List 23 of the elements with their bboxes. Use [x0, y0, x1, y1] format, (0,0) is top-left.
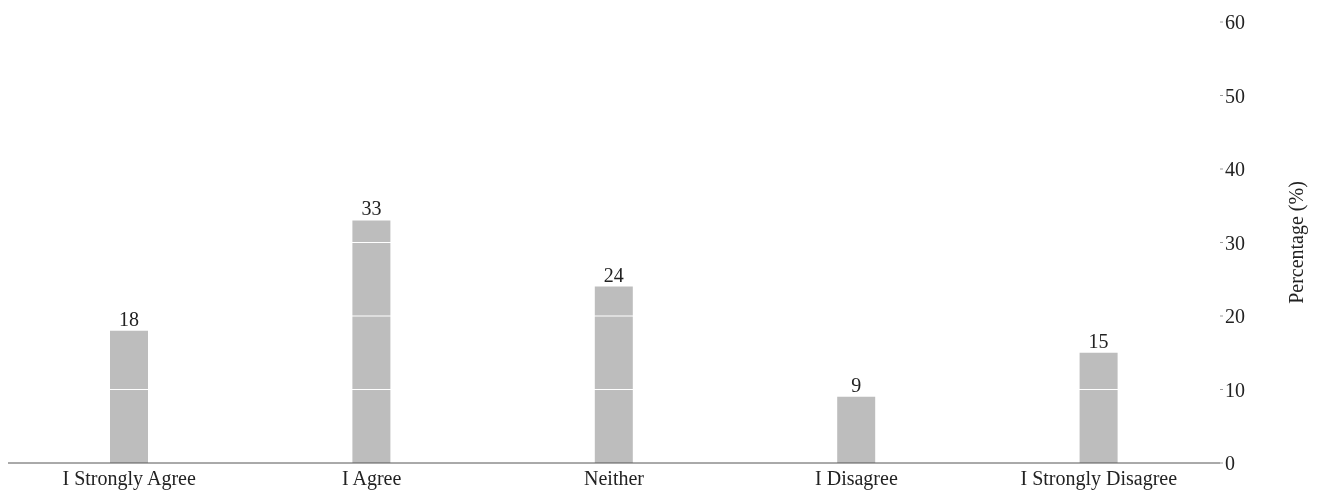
y-tick-label: 20	[1225, 305, 1245, 328]
bar	[594, 286, 633, 463]
y-axis-title: Percentage (%)	[1285, 181, 1309, 304]
y-tick-label: 50	[1225, 84, 1245, 107]
y-tick-label: 40	[1225, 158, 1245, 181]
x-tick-label: Neither	[584, 467, 645, 490]
x-tick-label: I Agree	[341, 467, 402, 491]
bar	[352, 220, 391, 463]
x-tick-label: I Strongly Disagree	[1020, 467, 1178, 491]
data-label: 24	[603, 263, 624, 286]
y-tick-label: 0	[1225, 452, 1235, 475]
x-tick-label: I Disagree	[815, 467, 898, 491]
data-label: 9	[851, 373, 862, 396]
bar	[1079, 352, 1118, 463]
x-tick-label: I Strongly Agree	[62, 467, 196, 491]
y-tick-label: 30	[1225, 231, 1245, 254]
bar	[110, 330, 148, 463]
y-tick-label: 10	[1225, 378, 1245, 401]
data-label: 15	[1088, 329, 1109, 352]
data-label: 18	[119, 307, 139, 330]
bar	[837, 396, 876, 463]
data-label: 33	[361, 197, 382, 220]
y-tick-label: 60	[1225, 11, 1245, 34]
